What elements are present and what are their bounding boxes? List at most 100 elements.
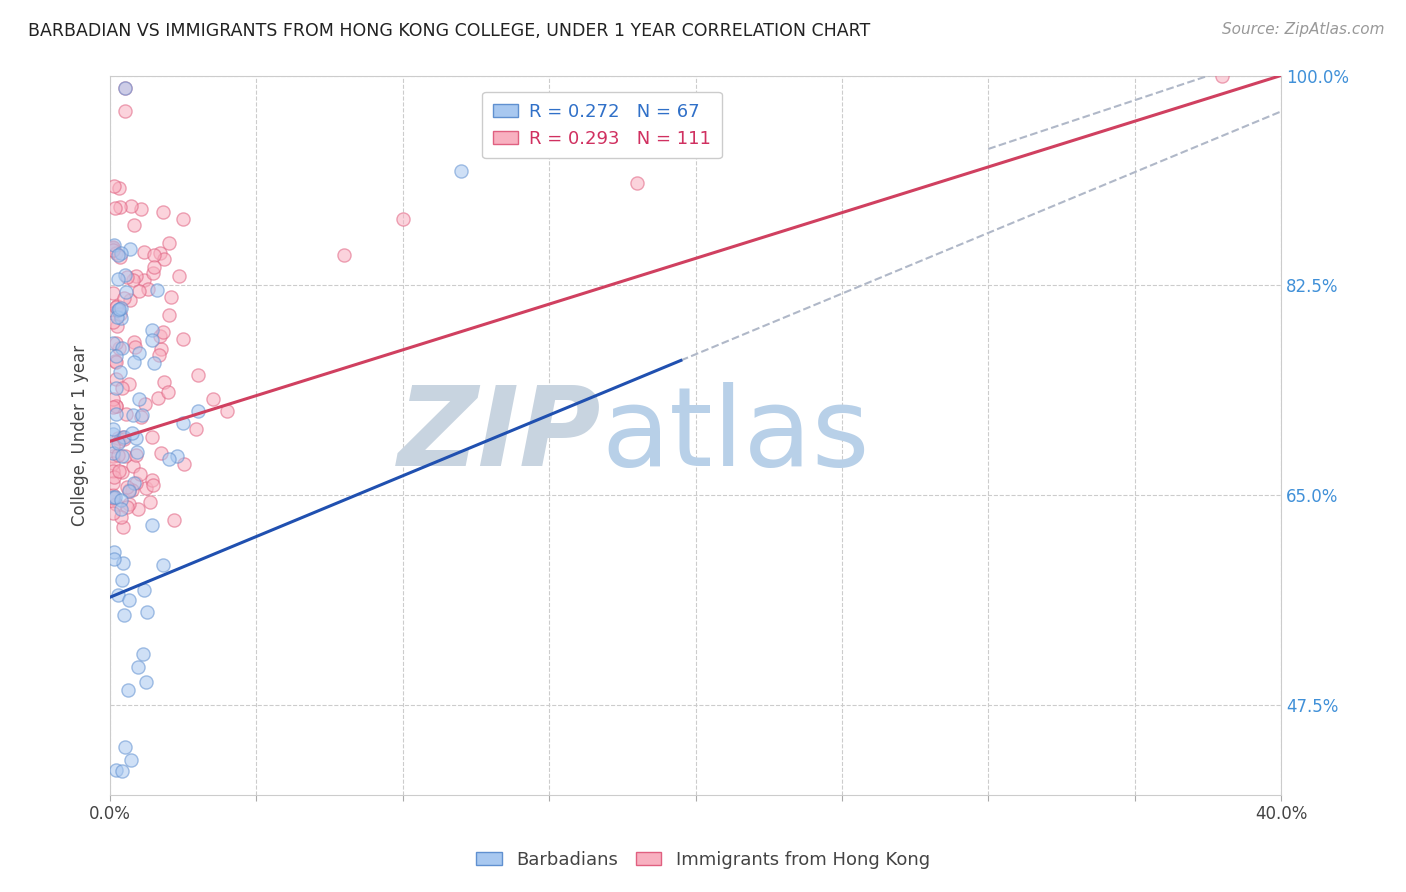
Point [121, 408, 143, 422]
Y-axis label: College, Under 1 year: College, Under 1 year [72, 344, 89, 526]
Point [201, 392, 224, 407]
Point [107, 302, 129, 317]
Point [136, 282, 159, 296]
Point [103, 392, 125, 406]
Point [167, 268, 190, 283]
Point [101, 449, 124, 463]
Point [172, 332, 194, 346]
Point [101, 240, 124, 254]
Point [173, 457, 195, 471]
Point [101, 439, 124, 453]
Point [117, 269, 139, 284]
Point [101, 315, 124, 329]
Point [1211, 69, 1233, 83]
Point [108, 250, 131, 264]
Point [117, 683, 139, 698]
Point [112, 432, 135, 446]
Point [105, 318, 128, 333]
Point [157, 385, 180, 400]
Point [118, 592, 141, 607]
Point [108, 365, 131, 379]
Point [132, 648, 155, 662]
Point [110, 245, 132, 260]
Point [150, 446, 173, 460]
Point [118, 498, 141, 512]
Point [142, 478, 165, 492]
Point [101, 426, 124, 441]
Point [104, 336, 127, 351]
Point [111, 520, 134, 534]
Point [141, 473, 163, 487]
Point [450, 164, 472, 178]
Point [141, 430, 163, 444]
Point [124, 340, 146, 354]
Point [124, 218, 146, 232]
Point [152, 558, 174, 572]
Point [152, 325, 174, 339]
Point [105, 245, 128, 260]
Point [112, 607, 135, 622]
Point [104, 763, 127, 777]
Point [107, 272, 129, 286]
Point [104, 399, 127, 413]
Point [103, 470, 125, 484]
Legend: R = 0.272   N = 67, R = 0.293   N = 111: R = 0.272 N = 67, R = 0.293 N = 111 [482, 92, 721, 159]
Point [163, 513, 186, 527]
Point [117, 483, 139, 497]
Point [103, 551, 125, 566]
Point [135, 675, 157, 690]
Point [107, 181, 129, 195]
Point [107, 431, 129, 445]
Point [333, 248, 356, 262]
Point [105, 497, 128, 511]
Point [134, 397, 156, 411]
Point [112, 430, 135, 444]
Legend: Barbadians, Immigrants from Hong Kong: Barbadians, Immigrants from Hong Kong [470, 844, 936, 876]
Point [105, 381, 128, 395]
Point [127, 501, 149, 516]
Point [101, 487, 124, 501]
Point [115, 500, 138, 515]
Point [114, 268, 136, 282]
Point [111, 573, 134, 587]
Point [125, 431, 148, 445]
Point [110, 510, 132, 524]
Point [105, 300, 128, 314]
Point [125, 476, 148, 491]
Point [115, 407, 138, 421]
Point [128, 285, 150, 299]
Point [104, 355, 127, 369]
Point [122, 458, 145, 473]
Point [104, 490, 127, 504]
Point [111, 449, 134, 463]
Point [142, 266, 165, 280]
Point [152, 375, 174, 389]
Point [157, 452, 180, 467]
Point [101, 490, 124, 504]
Point [118, 242, 141, 256]
Point [104, 407, 127, 421]
Point [122, 334, 145, 349]
Point [125, 444, 148, 458]
Point [141, 324, 163, 338]
Point [101, 335, 124, 350]
Point [143, 260, 166, 275]
Point [129, 467, 152, 481]
Point [124, 476, 146, 491]
Point [110, 502, 132, 516]
Point [120, 199, 142, 213]
Point [101, 446, 124, 460]
Point [141, 518, 163, 533]
Point [187, 368, 209, 383]
Point [103, 238, 125, 252]
Point [187, 404, 209, 418]
Point [110, 301, 132, 315]
Point [110, 307, 132, 321]
Point [101, 507, 124, 521]
Point [160, 290, 183, 304]
Point [104, 354, 127, 368]
Point [146, 283, 169, 297]
Point [120, 293, 142, 307]
Point [104, 300, 127, 314]
Point [129, 202, 152, 217]
